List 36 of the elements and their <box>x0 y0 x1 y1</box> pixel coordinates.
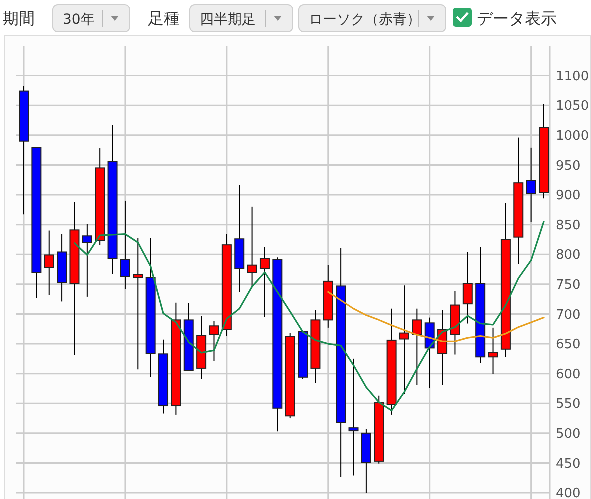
text: 期間 <box>3 9 35 28</box>
candlestick <box>82 224 92 298</box>
text: 足種 <box>148 9 180 28</box>
y-tick-label: 500 <box>556 426 581 442</box>
candlestick <box>412 308 422 386</box>
y-tick-label: 900 <box>556 188 581 204</box>
candlestick <box>133 238 144 370</box>
y-tick-label: 950 <box>556 158 581 174</box>
line-series <box>74 221 545 412</box>
candlestick <box>260 246 270 318</box>
y-tick-label: 1100 <box>556 69 590 84</box>
candlestick <box>526 147 536 223</box>
y-tick-label: 450 <box>556 456 581 472</box>
candlestick <box>462 252 473 324</box>
y-tick-label: 550 <box>556 397 581 412</box>
line-series <box>328 291 545 342</box>
text: 四半期足 <box>200 12 256 28</box>
y-tick-label: 1000 <box>556 128 590 144</box>
y-tick-label: 600 <box>556 367 581 382</box>
candlestick <box>44 230 54 296</box>
y-tick-label: 750 <box>556 278 581 293</box>
candlestick <box>488 327 498 375</box>
y-tick-label: 700 <box>556 308 581 323</box>
text: ローソク（赤青） <box>309 12 421 28</box>
y-tick-label: 850 <box>556 218 581 234</box>
y-tick-label: 800 <box>556 248 581 264</box>
candlestick <box>399 285 410 395</box>
y-tick-label: 1050 <box>556 99 590 114</box>
candlestick <box>348 358 359 476</box>
text: 30年 <box>63 12 95 28</box>
candlestick <box>209 320 220 362</box>
y-tick-label: 650 <box>556 338 581 353</box>
y-tick-label: 400 <box>556 486 581 499</box>
candlestick <box>120 200 130 290</box>
text: データ表示 <box>477 9 557 28</box>
candlestick <box>247 206 258 288</box>
